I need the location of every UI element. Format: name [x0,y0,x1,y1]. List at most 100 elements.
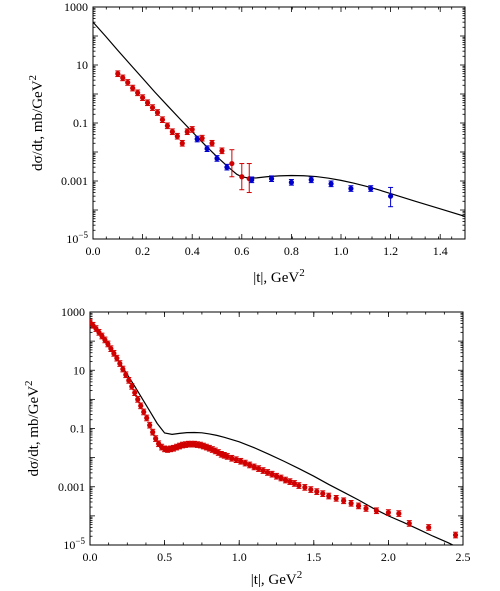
data-point [199,135,205,141]
data-point [348,500,354,506]
x-tick-label: 1.0 [232,550,247,564]
x-tick-label: 0.6 [234,244,249,258]
data-point [388,193,394,199]
y-tick-label: 0.001 [61,174,88,188]
y-axis-title: dσ/dt, mb/GeV2 [23,380,42,476]
model-curve [93,21,465,218]
data-point [219,148,225,154]
data-series-2 [194,135,394,208]
data-point [126,377,132,383]
data-point [368,185,374,192]
y-tick-label: 0.1 [70,422,85,436]
data-point [90,322,96,328]
data-point [204,146,210,152]
y-axis-title-text: dσ/dt, mb/GeV [30,80,46,171]
data-point [233,457,239,463]
data-point [135,396,141,402]
data-point [348,185,354,192]
data-point [189,126,195,133]
y-tick-label: 10 [76,58,88,72]
y-tick-label: 10 [73,363,85,377]
data-point [452,532,459,538]
y-tick-label: 1000 [64,0,88,14]
y-axis-title-text: dσ/dt, mb/GeV [26,386,42,477]
y-tick-label: 0.1 [73,116,88,130]
y-tick-base: 10 [66,232,78,246]
data-point [159,117,166,123]
plot-frame [89,311,464,546]
x-tick-label: 2.5 [456,550,471,564]
data-point [260,467,266,474]
data-series-1 [90,318,459,539]
data-point [385,509,391,516]
data-point [125,79,131,86]
data-point [396,510,402,517]
y-tick-base: 10 [63,538,75,552]
x-axis-title-text: |t|, GeV [251,572,297,588]
chart-panel-2: 0.0 0.5 1.0 1.5 2.0 2.51000100.10.00110−5|t|,… [23,305,471,588]
data-point [238,458,244,464]
data-point [282,477,289,483]
data-point [229,455,235,461]
x-tick-label: 2.0 [381,550,396,564]
data-point [249,177,255,183]
x-tick-label: 0.0 [83,550,98,564]
data-point [264,469,271,476]
y-tick-label: 10−5 [66,230,88,246]
data-point [229,160,235,167]
data-point [406,520,412,527]
data-layer [90,318,459,545]
data-point [268,176,275,182]
x-tick-label: 0.2 [135,244,150,258]
data-point [291,480,298,487]
data-point [141,409,147,415]
data-point [288,179,294,185]
data-point [426,524,432,531]
y-tick-label: 10−5 [63,536,85,552]
data-point [111,350,117,356]
data-point [242,460,248,466]
y-tick-exponent: −5 [75,536,85,546]
data-point [129,383,135,389]
x-axis-title-exponent: 2 [297,569,303,581]
y-tick-label: 0.001 [58,480,85,494]
x-tick-label: 1.5 [306,550,321,564]
data-point [326,493,332,499]
data-point [251,464,257,470]
data-point [114,355,120,361]
data-point [174,133,180,139]
data-point [135,90,141,96]
data-point [164,123,170,129]
data-point [214,155,220,162]
data-point [224,164,230,170]
x-axis-title: |t|, GeV2 [251,569,303,588]
x-tick-label: 1.2 [383,244,398,258]
x-tick-label: 0.5 [157,550,172,564]
plot-frame [92,6,466,240]
data-point [224,453,230,460]
data-layer [93,21,465,218]
data-point [140,95,146,101]
y-axis-title-exponent: 2 [23,380,35,386]
x-tick-label: 0.0 [86,244,101,258]
y-tick-label: 1000 [61,305,85,319]
x-tick-label: 0.4 [185,244,200,258]
data-point [153,436,159,442]
data-point [341,498,347,504]
x-tick-label: 1.4 [433,244,448,258]
data-point [154,109,161,116]
data-point [132,390,138,396]
data-point [239,174,245,180]
data-point [179,140,185,146]
data-point [314,489,320,495]
data-point [355,503,362,509]
data-series-1 [115,70,252,194]
data-point [184,129,190,135]
data-point [144,415,150,421]
data-point [169,129,175,135]
data-point [120,75,126,81]
data-point [209,140,215,146]
x-axis-title-exponent: 2 [299,267,305,279]
data-point [108,346,114,352]
data-point [320,491,326,497]
